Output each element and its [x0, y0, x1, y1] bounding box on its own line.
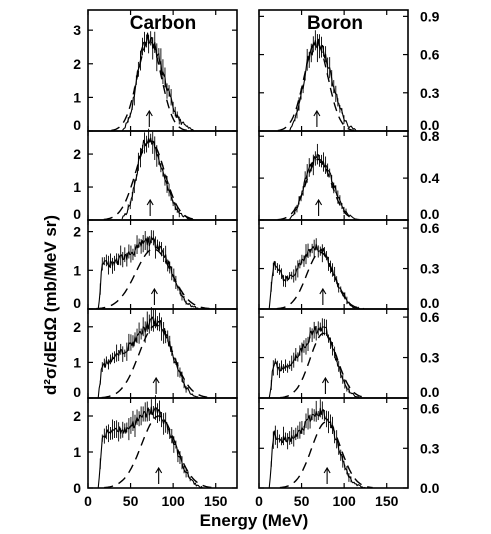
x-tick-label: 50	[294, 493, 310, 509]
boron-panel-title: Boron	[307, 13, 363, 34]
panel-carbon-5: 0 1 2 0 50 100 150	[73, 395, 238, 509]
y-tick-label: 3	[73, 22, 81, 38]
y-tick-label: 2	[73, 56, 81, 72]
arrow-head	[145, 109, 153, 117]
y-tick-label: 1	[73, 89, 81, 105]
y-tick-label: 0	[73, 384, 81, 400]
y-tick-label: 0.8	[420, 128, 440, 144]
panel-frame	[258, 219, 409, 310]
y-tick-label: 2	[73, 224, 81, 240]
arrow-head	[323, 466, 331, 474]
y-tick-label: 0.3	[420, 440, 440, 456]
panel-carbon-4: 0 1 2	[73, 307, 238, 400]
panel-carbon-1: 0 1 2 3	[73, 9, 238, 133]
y-tick-label: 0	[73, 117, 81, 133]
panel-frame	[258, 130, 409, 221]
y-tick-label: 0.0	[420, 206, 440, 222]
data-line	[288, 153, 357, 221]
x-tick-label: 100	[332, 493, 356, 509]
y-tick-label: 0.6	[420, 220, 440, 236]
arrow-head	[315, 198, 323, 206]
y-tick-label: 0.3	[420, 350, 440, 366]
panel-frame	[87, 308, 238, 399]
data-line	[288, 38, 357, 132]
y-tick-label: 0.0	[420, 384, 440, 400]
y-tick-label: 1	[73, 179, 81, 195]
data-line	[268, 407, 366, 489]
fit-curve	[280, 332, 368, 399]
panel-boron-2: 0.0 0.4 0.8	[258, 128, 440, 222]
y-tick-label: 0.6	[420, 309, 440, 325]
fit-curve	[277, 41, 355, 132]
y-tick-label: 0.6	[420, 401, 440, 417]
panel-boron-3: 0.0 0.3 0.6	[258, 219, 440, 311]
data-line	[97, 236, 199, 310]
y-tick-label: 0.3	[420, 85, 440, 101]
y-tick-label: 0.0	[420, 480, 440, 496]
y-tick-label: 0.6	[420, 47, 440, 63]
fit-curve	[279, 421, 373, 489]
x-tick-label: 0	[84, 493, 92, 509]
x-tick-label: 150	[204, 493, 228, 509]
y-tick-label: 1	[73, 262, 81, 278]
panel-carbon-2: 0 1 2	[73, 128, 238, 222]
y-tick-label: 0.0	[420, 295, 440, 311]
arrow-head	[155, 466, 163, 474]
y-tick-label: 1	[73, 444, 81, 460]
x-tick-label: 0	[255, 493, 263, 509]
data-line	[97, 316, 199, 399]
panel-boron-4: 0.0 0.3 0.6	[258, 308, 440, 400]
data-line	[121, 32, 195, 132]
arrow-head	[319, 287, 327, 295]
y-tick-label: 0.9	[420, 8, 440, 24]
fit-curve	[96, 248, 211, 310]
arrow-head	[313, 109, 321, 117]
y-tick-label: 2	[73, 408, 81, 424]
y-tick-label: 0	[73, 480, 81, 496]
y-tick-label: 2	[73, 146, 81, 162]
panels-group: 0 1 2 3 0 1 2 0 1 2 0 1 2 0 1 2 0 50 100 150 0.0 0.3 0.6 0.9 0.0…	[73, 8, 439, 509]
arrow-head	[146, 198, 154, 206]
arrow-head	[321, 376, 329, 384]
panel-frame	[258, 397, 409, 489]
y-tick-label: 0.3	[420, 261, 440, 277]
fit-curve	[277, 158, 360, 221]
x-tick-label: 50	[123, 493, 139, 509]
carbon-panel-title: Carbon	[130, 13, 197, 34]
panel-frame	[258, 308, 409, 399]
panel-frame	[87, 397, 238, 489]
fit-curve	[276, 251, 364, 310]
y-tick-label: 0.4	[420, 170, 440, 186]
x-tick-label: 150	[375, 493, 399, 509]
panel-boron-5: 0.0 0.3 0.6 0 50 100 150	[255, 397, 440, 509]
y-tick-label: 0	[73, 295, 81, 311]
data-line	[97, 406, 203, 489]
x-tick-label: 100	[161, 493, 185, 509]
y-tick-label: 2	[73, 319, 81, 335]
y-axis-label: d²σ/dEdΩ (mb/MeV sr)	[41, 215, 60, 395]
panel-carbon-3: 0 1 2	[73, 219, 238, 311]
y-tick-label: 1	[73, 354, 81, 370]
y-tick-label: 0.0	[420, 117, 440, 133]
x-axis-label: Energy (MeV)	[200, 511, 309, 530]
y-tick-label: 0	[73, 206, 81, 222]
fit-curve	[111, 39, 188, 132]
arrow-head	[150, 287, 158, 295]
arrow-head	[152, 376, 160, 384]
fit-curve	[104, 415, 214, 489]
